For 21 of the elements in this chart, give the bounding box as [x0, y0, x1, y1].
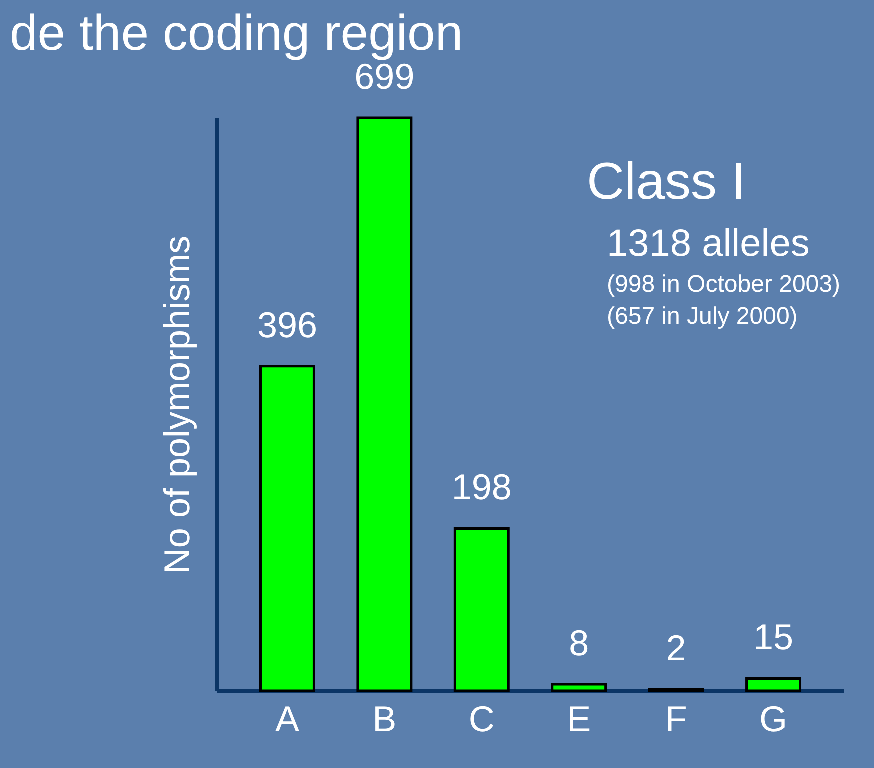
x-tick-label: C	[468, 698, 495, 740]
data-label: 396	[257, 304, 318, 346]
x-tick-label: E	[567, 698, 592, 740]
bar	[454, 527, 510, 692]
x-tick-label: B	[372, 698, 397, 740]
x-tick-label: F	[665, 698, 688, 740]
annotation: Class I	[587, 153, 746, 211]
annotation: 1318 alleles	[607, 223, 810, 265]
bar	[551, 683, 608, 692]
data-label: 15	[754, 616, 794, 658]
annotation: (998 in October 2003)	[607, 271, 840, 298]
bar	[746, 677, 802, 692]
data-label: 198	[452, 466, 512, 508]
bar	[356, 116, 413, 692]
bar	[259, 365, 316, 692]
x-tick-label: G	[760, 698, 788, 740]
annotation: (657 in July 2000)	[607, 303, 798, 330]
x-tick-label: A	[275, 698, 300, 740]
y-axis-title: No of polymorphisms	[156, 236, 198, 574]
data-label: 2	[666, 627, 686, 668]
data-label: 8	[569, 622, 590, 664]
